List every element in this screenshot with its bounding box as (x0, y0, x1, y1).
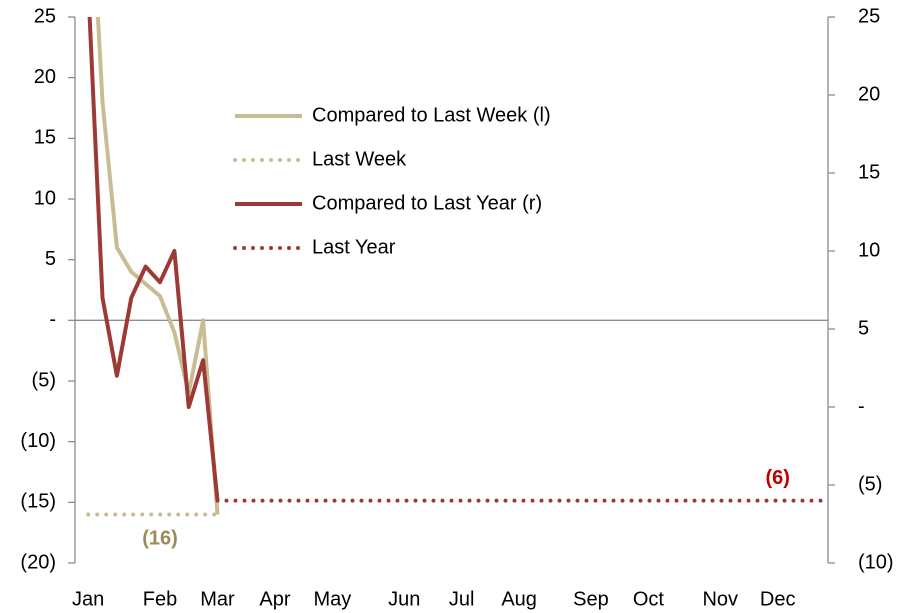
x-tick-label: Jun (388, 588, 420, 610)
x-tick-label: Feb (143, 588, 177, 610)
x-tick-label: May (313, 588, 351, 610)
series-line (87, 17, 220, 501)
y2-tick-label: (10) (858, 551, 894, 573)
y2-tick-label: 25 (858, 5, 880, 27)
y-tick-label: (10) (20, 430, 56, 452)
y-tick-label: 5 (45, 248, 56, 270)
series-line (95, 17, 220, 515)
y-tick-label: (20) (20, 551, 56, 573)
y-tick-label: 10 (34, 187, 56, 209)
y-tick-label: 15 (34, 127, 56, 149)
y2-tick-label: (5) (858, 473, 882, 495)
plot-area (86, 17, 823, 517)
x-tick-label: Aug (501, 588, 537, 610)
x-tick-label: Jul (449, 588, 475, 610)
x-tick-label: Jan (72, 588, 104, 610)
y-tick-label: 25 (34, 5, 56, 27)
annotation: (6) (765, 467, 789, 489)
x-tick-label: Oct (633, 588, 665, 610)
x-tick-label: Sep (573, 588, 609, 610)
x-tick-label: Apr (259, 588, 290, 610)
x-tick-label: Nov (702, 588, 738, 610)
legend-label: Compared to Last Year (r) (312, 192, 542, 214)
y2-tick-label: 5 (858, 317, 869, 339)
y-tick-label: (5) (32, 369, 56, 391)
legend-label: Last Week (312, 148, 407, 170)
y-tick-label: 20 (34, 66, 56, 88)
y2-tick-label: 15 (858, 161, 880, 183)
y-tick-label: - (49, 309, 56, 331)
x-tick-label: Dec (760, 588, 796, 610)
y-tick-label: (15) (20, 491, 56, 513)
y2-tick-label: 20 (858, 83, 880, 105)
y2-tick-label: 10 (858, 239, 880, 261)
y2-tick-label: - (858, 395, 865, 417)
legend-label: Last Year (312, 236, 396, 258)
x-tick-label: Mar (200, 588, 235, 610)
annotation: (16) (142, 528, 178, 550)
legend-label: Compared to Last Week (l) (312, 104, 551, 126)
